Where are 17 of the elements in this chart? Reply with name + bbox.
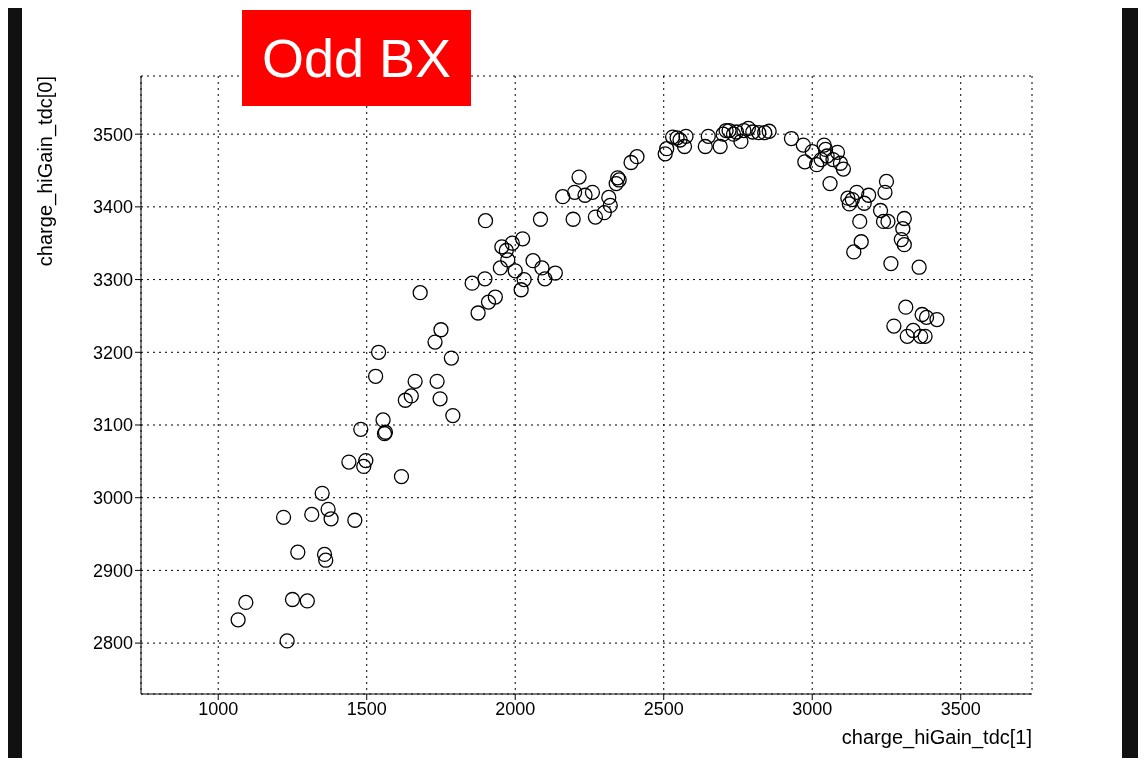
y-tick-label: 3300 (92, 269, 133, 290)
x-tick-label: 3000 (792, 698, 833, 719)
x-axis-title: charge_hiGain_tdc[1] (841, 726, 1032, 749)
x-tick-label: 1000 (198, 698, 239, 719)
annotation: Odd BX (242, 10, 472, 106)
y-axis-title: charge_hiGain_tdc[0] (34, 76, 57, 267)
y-tick-label: 2800 (92, 633, 133, 654)
y-tick-label: 3400 (92, 197, 133, 218)
y-tick-label: 3200 (92, 342, 133, 363)
x-tick-label: 2500 (643, 698, 684, 719)
x-tick-label: 1500 (346, 698, 387, 719)
x-tick-label: 2000 (495, 698, 536, 719)
y-tick-label: 2900 (92, 560, 133, 581)
x-tick-label: 3500 (940, 698, 981, 719)
y-tick-label: 3000 (92, 488, 133, 509)
y-tick-label: 3100 (92, 415, 133, 436)
y-tick-label: 3500 (92, 124, 133, 145)
